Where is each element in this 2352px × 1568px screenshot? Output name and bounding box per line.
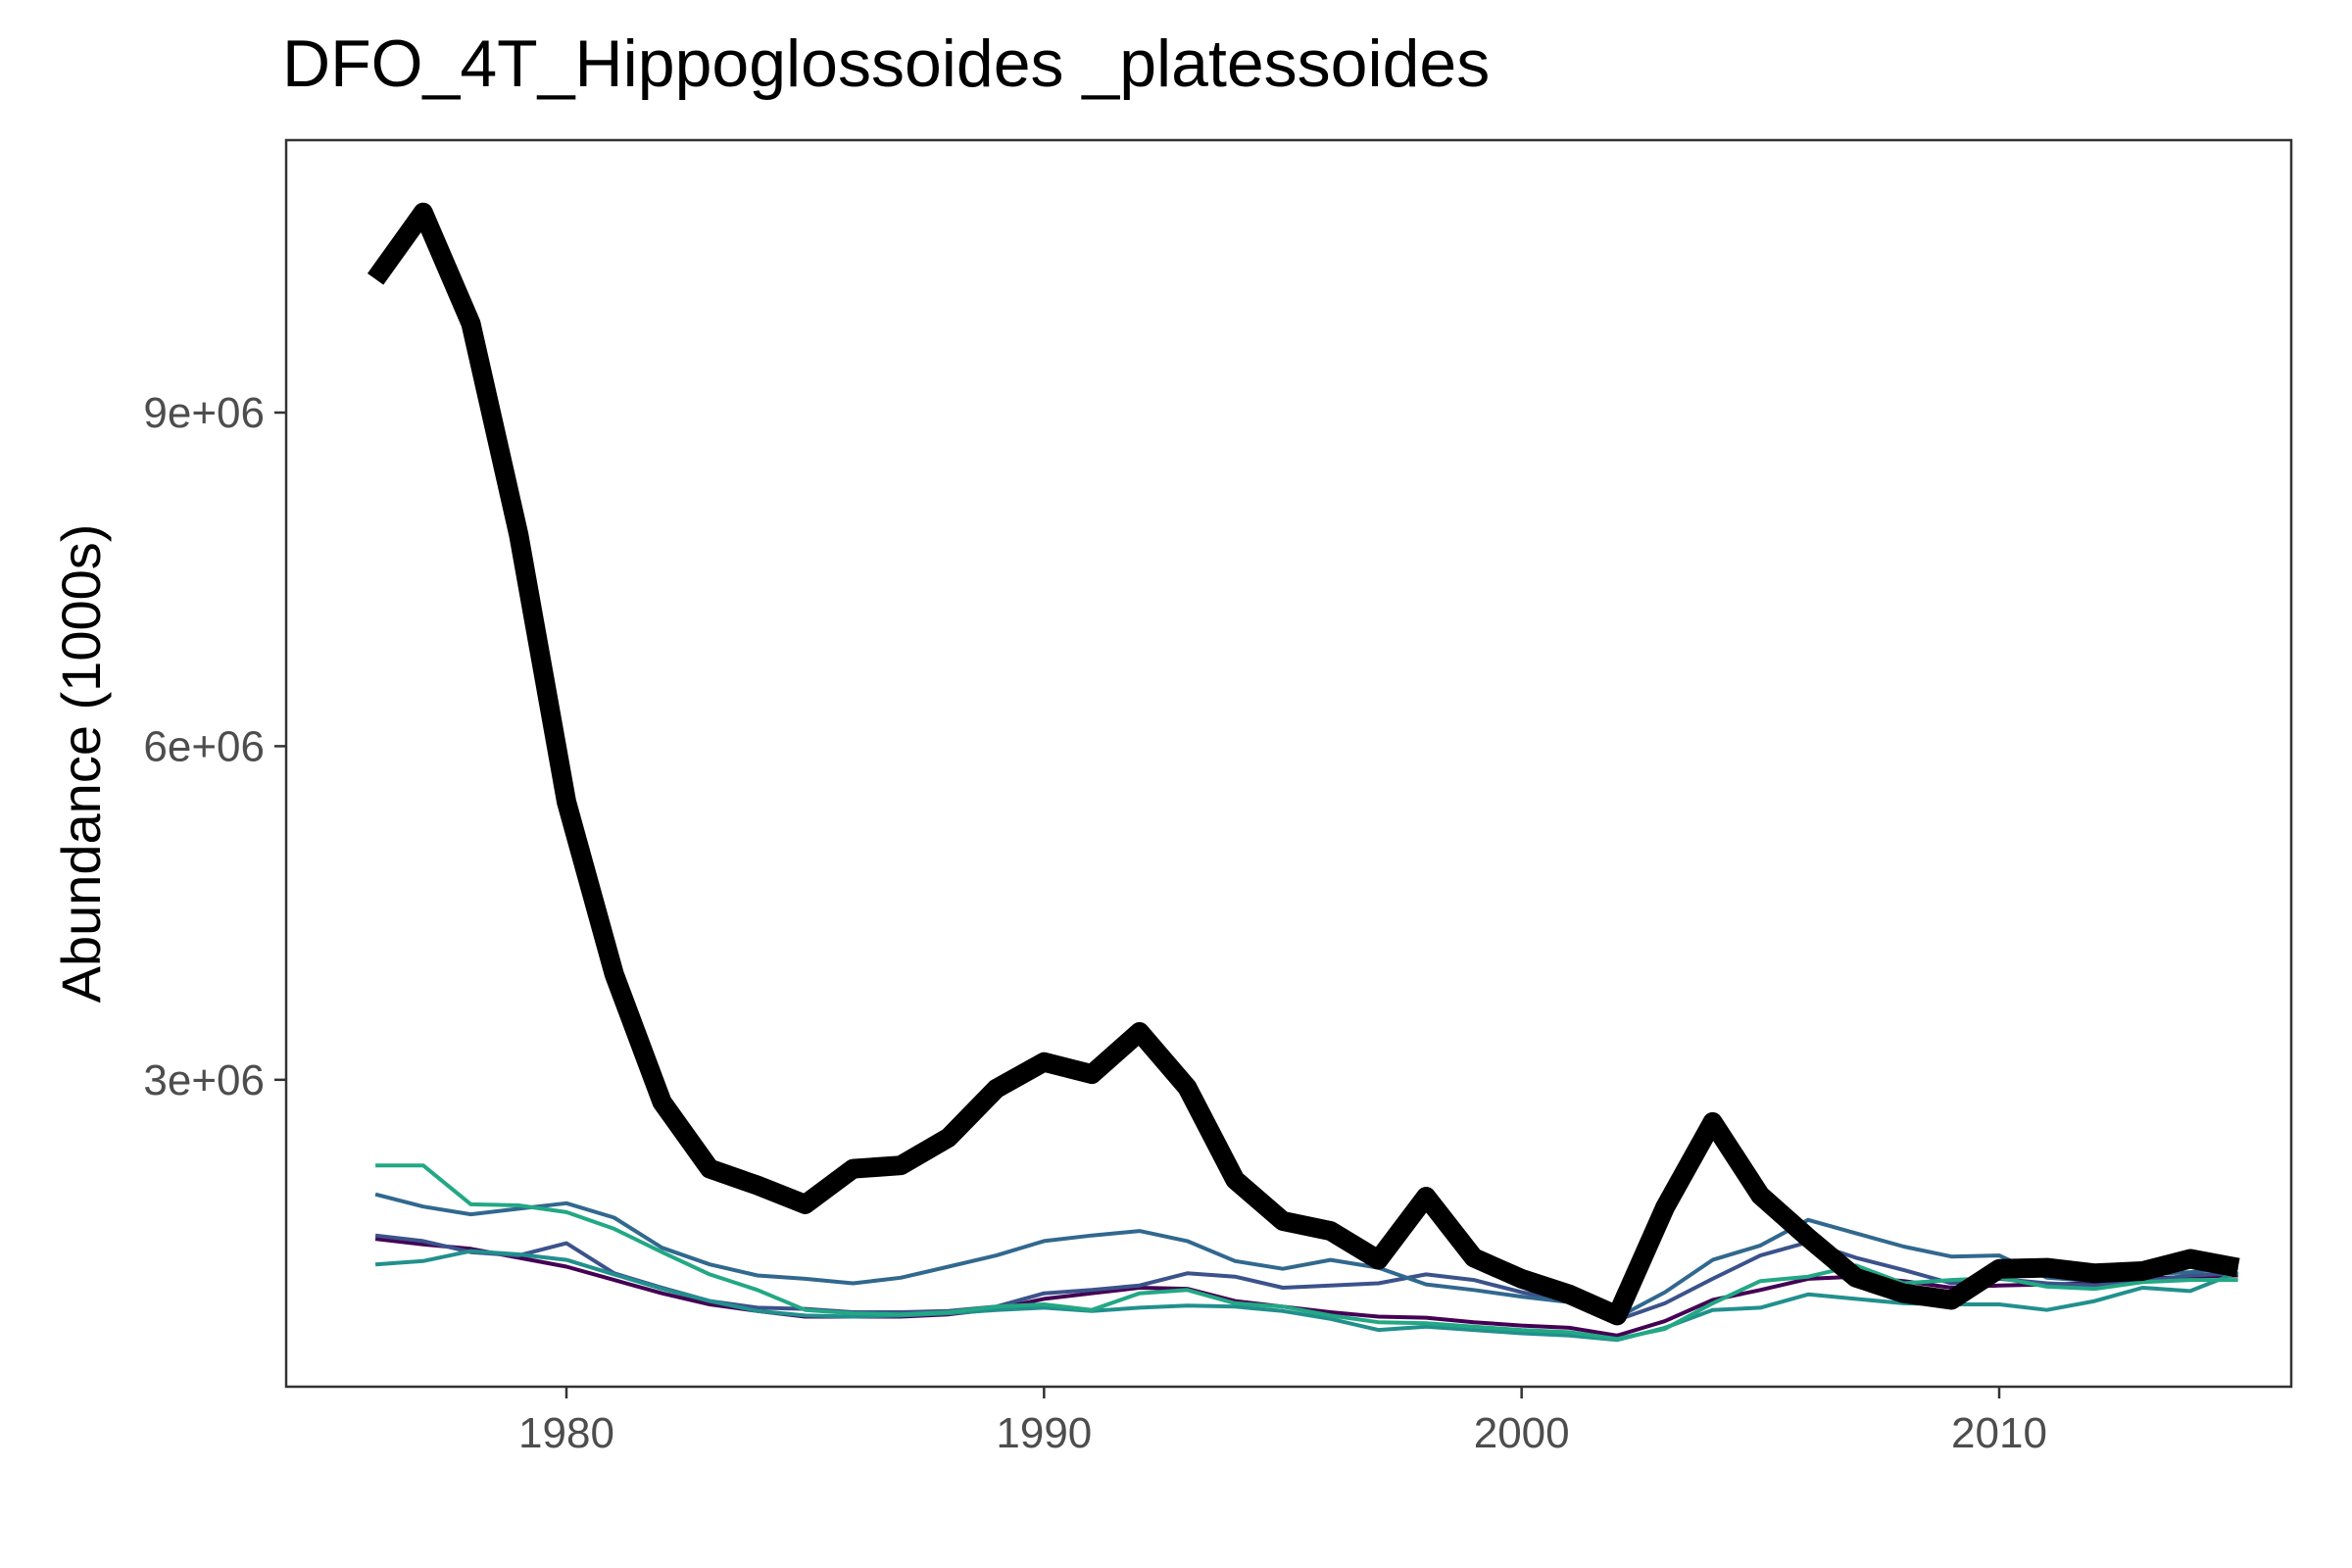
- y-tick-label: 3e+06: [143, 1056, 265, 1104]
- x-tick-label: 1990: [996, 1409, 1092, 1457]
- x-tick-label: 2000: [1474, 1409, 1570, 1457]
- x-tick-label: 2010: [1951, 1409, 2047, 1457]
- y-axis: 3e+06 6e+06 9e+06: [143, 389, 286, 1104]
- y-tick-label: 6e+06: [143, 722, 265, 770]
- y-axis-label: Abundance (1000s): [50, 524, 112, 1004]
- y-tick-label: 9e+06: [143, 389, 265, 437]
- series-line-series-5: [375, 1163, 2238, 1342]
- x-tick-label: 1980: [518, 1409, 614, 1457]
- chart-title: DFO_4T_Hippoglossoides _platessoides: [282, 26, 1490, 101]
- series-line-total: [367, 202, 2240, 1326]
- x-axis: 1980 1990 2000 2010: [518, 1387, 2047, 1457]
- series-line-series-3: [374, 1192, 2238, 1320]
- plot-panel: [284, 138, 2293, 1389]
- series-layer: [367, 202, 2240, 1343]
